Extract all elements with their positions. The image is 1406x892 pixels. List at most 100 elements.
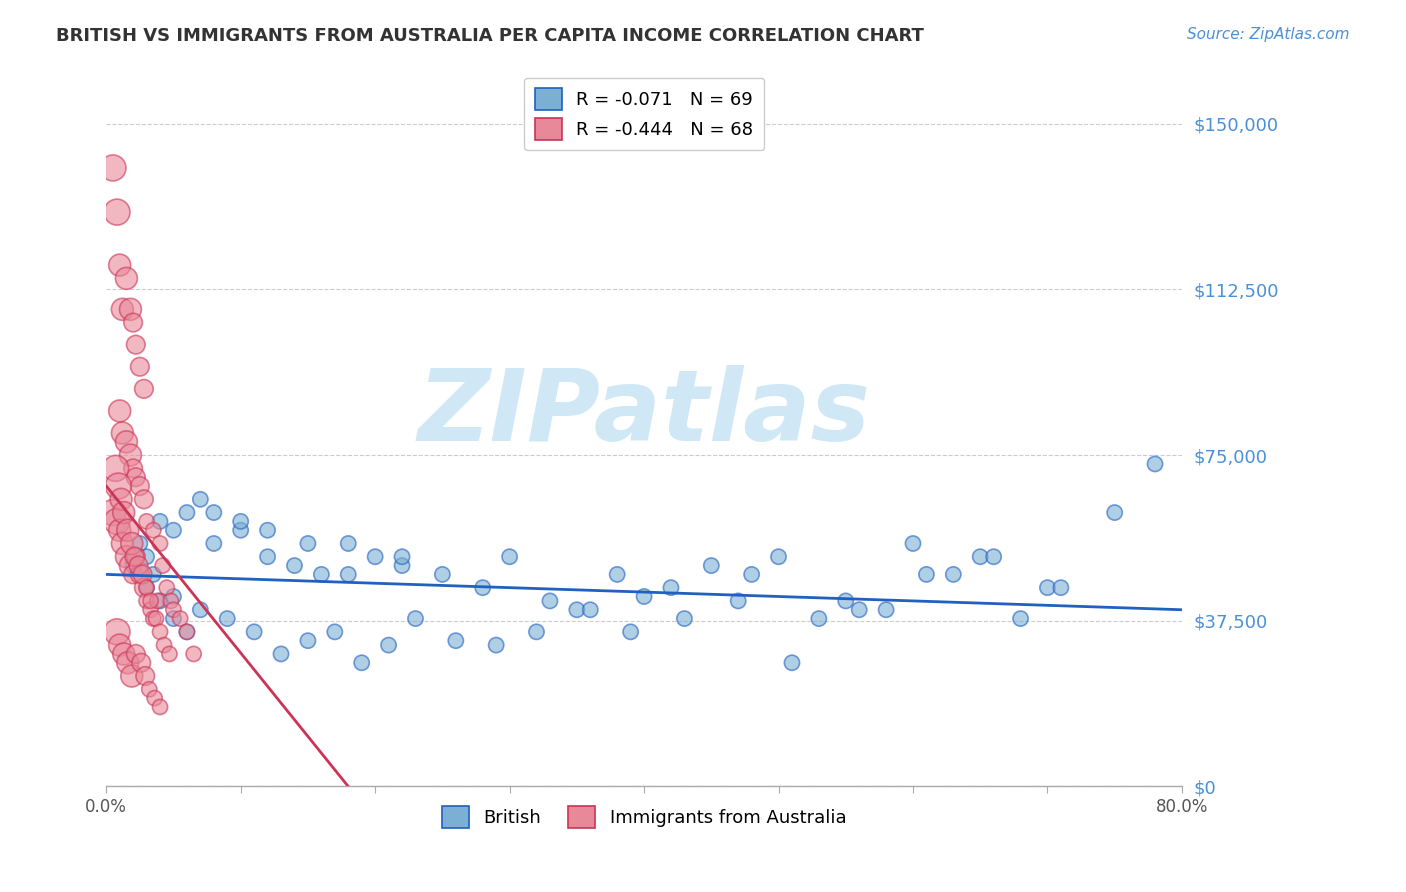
Point: [405, 611, 427, 625]
Point: [111, 425, 134, 440]
Point: [125, 549, 148, 564]
Point: [162, 590, 184, 604]
Point: [323, 624, 346, 639]
Point: [108, 638, 131, 652]
Point: [190, 492, 212, 507]
Point: [149, 700, 172, 714]
Point: [169, 611, 191, 625]
Point: [159, 647, 181, 661]
Point: [122, 567, 145, 582]
Point: [297, 633, 319, 648]
Point: [700, 558, 723, 573]
Point: [122, 461, 145, 475]
Point: [108, 258, 131, 272]
Point: [128, 536, 150, 550]
Point: [146, 594, 169, 608]
Point: [145, 611, 167, 625]
Point: [122, 316, 145, 330]
Point: [391, 549, 413, 564]
Point: [128, 567, 150, 582]
Point: [848, 603, 870, 617]
Point: [128, 359, 150, 374]
Point: [176, 624, 198, 639]
Point: [117, 656, 139, 670]
Point: [105, 515, 128, 529]
Point: [620, 624, 643, 639]
Point: [243, 624, 266, 639]
Point: [633, 590, 655, 604]
Point: [471, 581, 494, 595]
Point: [104, 461, 127, 475]
Point: [142, 523, 165, 537]
Point: [159, 594, 181, 608]
Point: [364, 549, 387, 564]
Point: [135, 581, 157, 595]
Point: [128, 558, 150, 573]
Point: [156, 581, 179, 595]
Point: [115, 549, 138, 564]
Point: [112, 506, 135, 520]
Point: [120, 448, 142, 462]
Point: [741, 567, 763, 582]
Point: [138, 682, 160, 697]
Point: [122, 558, 145, 573]
Point: [120, 558, 142, 573]
Point: [969, 549, 991, 564]
Point: [1143, 457, 1166, 471]
Point: [162, 611, 184, 625]
Text: BRITISH VS IMMIGRANTS FROM AUSTRALIA PER CAPITA INCOME CORRELATION CHART: BRITISH VS IMMIGRANTS FROM AUSTRALIA PER…: [56, 27, 924, 45]
Point: [727, 594, 749, 608]
Point: [125, 647, 148, 661]
Point: [835, 594, 858, 608]
Point: [391, 558, 413, 573]
Point: [142, 567, 165, 582]
Point: [1010, 611, 1032, 625]
Point: [659, 581, 682, 595]
Point: [780, 656, 803, 670]
Point: [125, 470, 148, 484]
Point: [673, 611, 696, 625]
Point: [444, 633, 467, 648]
Point: [229, 515, 252, 529]
Point: [498, 549, 520, 564]
Point: [117, 523, 139, 537]
Point: [217, 611, 239, 625]
Point: [768, 549, 790, 564]
Point: [162, 523, 184, 537]
Point: [101, 506, 124, 520]
Point: [283, 558, 305, 573]
Point: [807, 611, 830, 625]
Point: [131, 567, 153, 582]
Point: [149, 515, 172, 529]
Point: [115, 434, 138, 449]
Point: [111, 536, 134, 550]
Point: [111, 302, 134, 317]
Point: [105, 624, 128, 639]
Text: ZIPatlas: ZIPatlas: [418, 365, 870, 462]
Point: [202, 506, 225, 520]
Point: [110, 492, 132, 507]
Point: [132, 581, 155, 595]
Point: [875, 603, 897, 617]
Point: [107, 479, 129, 493]
Point: [538, 594, 561, 608]
Legend: British, Immigrants from Australia: British, Immigrants from Australia: [434, 798, 853, 835]
Point: [139, 594, 162, 608]
Point: [176, 624, 198, 639]
Point: [135, 594, 157, 608]
Point: [942, 567, 965, 582]
Point: [101, 161, 124, 175]
Point: [1050, 581, 1073, 595]
Point: [901, 536, 924, 550]
Point: [270, 647, 292, 661]
Point: [377, 638, 399, 652]
Point: [128, 479, 150, 493]
Point: [112, 647, 135, 661]
Point: [125, 337, 148, 351]
Point: [915, 567, 938, 582]
Point: [149, 536, 172, 550]
Point: [432, 567, 454, 582]
Point: [121, 536, 143, 550]
Point: [142, 611, 165, 625]
Point: [135, 549, 157, 564]
